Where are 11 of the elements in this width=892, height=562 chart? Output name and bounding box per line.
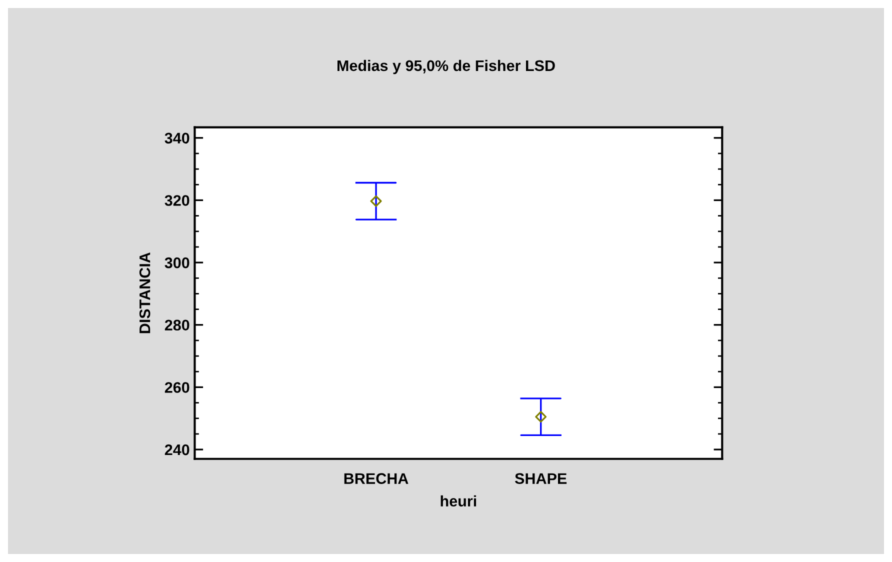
y-tick-label: 260 [164, 382, 190, 393]
x-tick-label: SHAPE [514, 473, 567, 484]
y-axis-title: DISTANCIA [139, 252, 150, 334]
y-tick-label: 340 [164, 132, 190, 144]
y-tick-label: 280 [164, 320, 190, 331]
chart-title: Medias y 95,0% de Fisher LSD [337, 60, 555, 74]
x-axis-title: heuri [440, 495, 476, 507]
x-tick-label: BRECHA [344, 473, 408, 484]
y-tick-label: 240 [164, 444, 190, 456]
y-tick-label: 320 [164, 195, 190, 206]
y-tick-label: 300 [164, 257, 190, 268]
